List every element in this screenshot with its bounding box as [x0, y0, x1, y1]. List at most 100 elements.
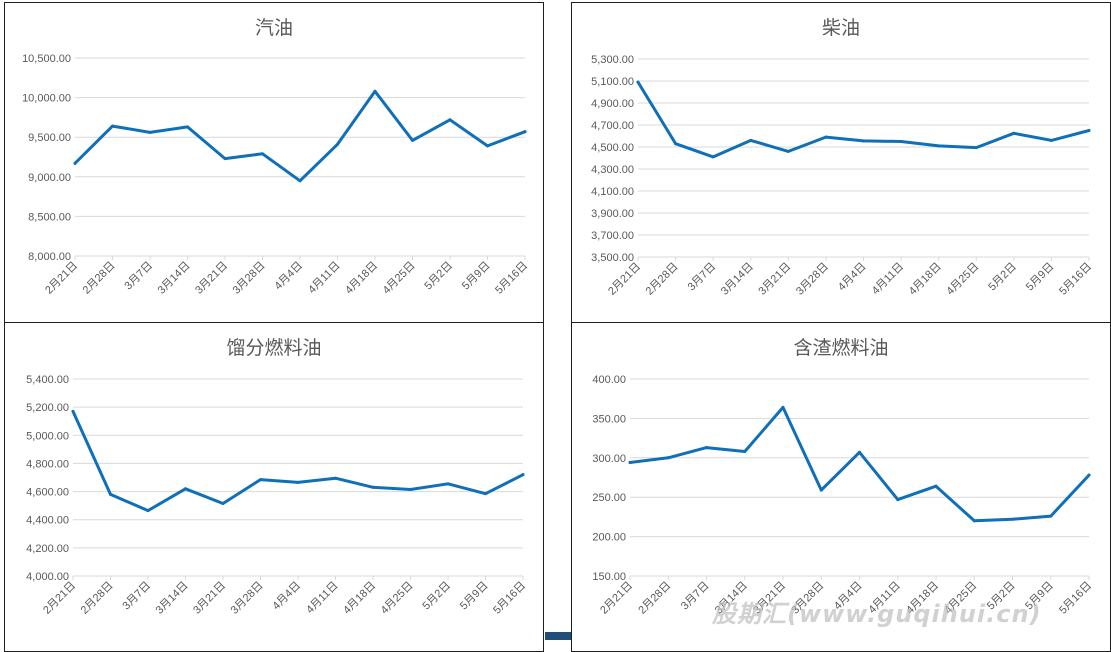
x-tick-label: 5月16日: [493, 260, 530, 297]
x-tick-label: 3月21日: [191, 580, 228, 617]
gasoline-chart: 8,000.00 8,500.00 9,000.00 9,500.00 10,000.0…: [22, 53, 530, 297]
y-tick-label: 4,400.00: [26, 515, 69, 527]
data-point: [1049, 138, 1053, 142]
y-tick-label: 4,600.00: [26, 487, 69, 499]
data-point: [409, 487, 412, 491]
data-point: [486, 144, 489, 148]
x-tick-label: 5月9日: [458, 580, 491, 613]
data-point: [824, 135, 828, 139]
x-tick-label: 4月4日: [270, 580, 303, 613]
data-point: [858, 450, 861, 454]
x-tick-label: 3月28日: [231, 260, 268, 297]
residual-fuel-chart-panel: 150.00 200.00 250.00 300.00 350.00 400.00 2月21…: [571, 322, 1111, 652]
data-point: [819, 488, 823, 492]
data-point: [146, 509, 150, 513]
data-point: [862, 139, 865, 143]
x-tick-label: 5月2日: [420, 580, 453, 613]
data-point: [972, 519, 976, 523]
x-tick-label: 5月16日: [1057, 580, 1094, 617]
data-point: [371, 485, 375, 489]
data-point: [186, 125, 189, 129]
distillate-fuel-chart-title: 馏分燃料油: [226, 337, 322, 359]
series-line: [636, 80, 1091, 159]
x-tick-label: 5月16日: [1057, 261, 1094, 298]
y-tick-label: 10,000.00: [22, 93, 71, 105]
x-tick-label: 2月28日: [81, 260, 118, 297]
x-tick-label: 2月28日: [636, 580, 673, 617]
data-point: [1087, 473, 1091, 477]
y-tick-label: 4,000.00: [26, 571, 69, 583]
series-line: [628, 405, 1091, 523]
data-point: [1087, 129, 1091, 132]
data-point: [484, 492, 487, 496]
x-tick-label: 3月7日: [686, 261, 719, 294]
x-tick-label: 3月14日: [719, 261, 756, 298]
x-tick-label: 4月11日: [870, 261, 906, 297]
x-tick-label: 3月14日: [156, 260, 193, 297]
data-point: [298, 179, 302, 183]
y-tick-label: 4,800.00: [26, 458, 69, 470]
data-point: [711, 155, 715, 159]
data-point: [523, 130, 527, 134]
data-point: [1049, 514, 1053, 518]
y-tick-label: 5,300.00: [591, 54, 634, 66]
data-point: [899, 140, 903, 143]
gasoline-chart-panel: 8,000.00 8,500.00 9,000.00 9,500.00 10,000.0…: [4, 2, 544, 323]
y-tick-label: 200.00: [592, 532, 626, 544]
diesel-chart: 3,500.00 3,700.00 3,900.00 4,100.00 4,300.00…: [591, 54, 1094, 298]
y-tick-label: 4,300.00: [591, 164, 634, 176]
data-point: [749, 138, 753, 142]
y-tick-label: 4,200.00: [26, 543, 69, 555]
x-tick-label: 4月25日: [381, 260, 418, 297]
y-tick-label: 5,100.00: [591, 76, 634, 88]
data-point: [111, 124, 114, 128]
y-tick-label: 5,000.00: [26, 430, 69, 442]
x-tick-label: 2月21日: [606, 261, 643, 298]
data-point: [71, 409, 75, 413]
x-tick-label: 4月4日: [836, 261, 869, 294]
residual-fuel-chart-title: 含渣燃料油: [793, 337, 889, 359]
y-tick-label: 5,400.00: [26, 374, 69, 386]
data-point: [373, 89, 377, 93]
data-point: [261, 152, 264, 156]
x-tick-label: 4月11日: [304, 580, 340, 616]
y-tick-label: 400.00: [592, 374, 626, 386]
y-tick-label: 250.00: [592, 492, 626, 504]
data-point: [1011, 517, 1014, 521]
data-point: [334, 476, 337, 480]
data-point: [628, 461, 632, 465]
series-line: [71, 409, 525, 513]
y-tick-label: 4,900.00: [591, 98, 634, 110]
y-tick-label: 3,700.00: [591, 230, 634, 242]
data-point: [109, 492, 112, 496]
data-point: [296, 480, 300, 484]
x-tick-label: 4月18日: [343, 260, 380, 297]
y-tick-label: 3,900.00: [591, 208, 634, 220]
x-tick-label: 3月7日: [122, 260, 155, 293]
x-tick-label: 2月21日: [43, 260, 80, 297]
y-tick-label: 4,700.00: [591, 120, 634, 132]
y-tick-label: 8,000.00: [28, 251, 71, 263]
data-point: [705, 446, 708, 450]
x-tick-label: 4月11日: [306, 260, 342, 296]
data-point: [446, 482, 450, 486]
data-point: [636, 80, 640, 84]
gasoline-chart-title: 汽油: [254, 17, 293, 39]
x-tick-label: 5月9日: [1024, 261, 1057, 294]
x-tick-label: 3月21日: [756, 261, 793, 298]
data-point: [223, 157, 227, 161]
data-point: [73, 161, 77, 165]
data-point: [221, 502, 225, 506]
x-tick-label: 2月28日: [79, 580, 116, 617]
y-tick-label: 300.00: [592, 453, 626, 465]
x-tick-label: 5月2日: [422, 260, 455, 293]
x-tick-label: 5月2日: [986, 261, 1019, 294]
x-tick-label: 4月25日: [379, 580, 416, 617]
x-tick-label: 5月9日: [460, 260, 493, 293]
data-point: [934, 484, 938, 488]
y-tick-label: 150.00: [592, 571, 626, 583]
distillate-fuel-chart: 4,000.00 4,200.00 4,400.00 4,600.00 4,800.00…: [26, 374, 528, 617]
data-point: [937, 144, 941, 148]
x-tick-label: 3月28日: [794, 261, 831, 298]
data-point: [184, 487, 187, 491]
